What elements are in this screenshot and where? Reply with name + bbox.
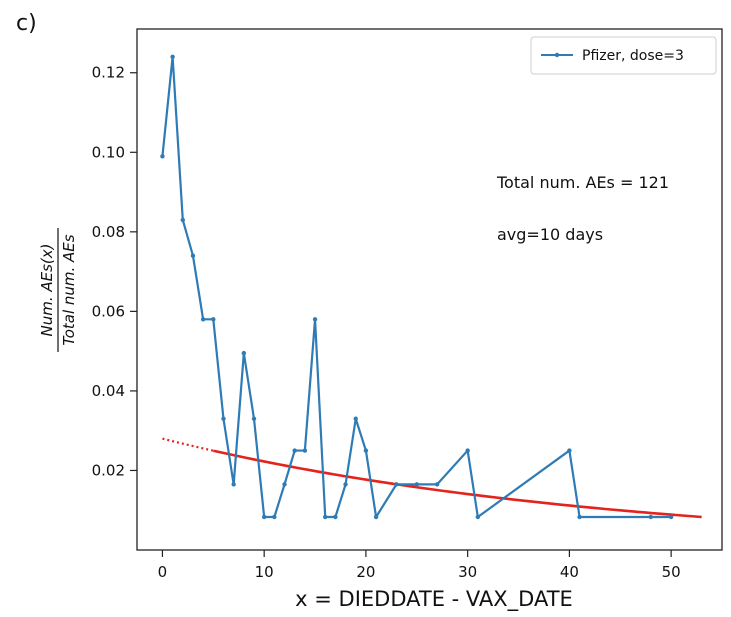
x-axis: 0 10 20 30 40 50 [158,550,681,581]
legend-entry-pfizer-dose-3: Pfizer, dose=3 [582,48,684,64]
data-point [170,54,175,60]
data-point [302,448,308,453]
y-tick-label: 0.04 [92,382,125,400]
data-point [323,514,328,520]
annotation-total-aes: Total num. AEs = 121 [496,173,669,192]
data-point [343,482,348,487]
fit-curve-extrapolated [162,437,214,452]
data-point [211,317,216,322]
data-point [475,514,481,520]
data-point [577,514,582,520]
data-point [648,514,653,520]
data-point [272,514,277,520]
series-group [160,54,674,520]
legend: Pfizer, dose=3 [530,36,717,75]
x-tick-label: 40 [560,563,579,581]
y-tick-label: 0.12 [92,64,125,82]
data-point [373,514,379,520]
data-point [353,416,358,421]
data-point [363,448,369,453]
x-tick-label: 50 [662,563,681,581]
data-point [261,514,267,520]
data-point [292,448,297,453]
x-axis-label: x = DIEDDATE - VAX_DATE [295,587,573,612]
y-tick-label: 0.10 [92,143,125,161]
y-tick-label: 0.08 [92,223,125,241]
data-point [241,350,247,356]
y-axis-label: Num. AEs(x) Total num. AEs [38,228,78,352]
data-point [394,482,399,487]
data-point [668,514,674,520]
data-point [312,317,318,322]
legend-box [530,36,717,75]
plot-frame [136,28,723,551]
fit-curve-group [162,437,702,519]
data-point [200,317,206,322]
x-tick-label: 20 [356,563,375,581]
data-point [190,253,196,258]
data-point [231,482,236,487]
x-tick-label: 30 [458,563,477,581]
legend-point-marker [554,52,560,58]
y-tick-label: 0.06 [92,302,125,320]
data-point [282,482,287,487]
data-point [251,416,257,421]
y-axis-label-denominator: Total num. AEs [60,234,78,345]
fit-curve [213,449,702,519]
data-point [221,416,226,421]
x-tick-label: 10 [255,563,274,581]
data-point [434,482,440,487]
annotations: Total num. AEs = 121 avg=10 days [496,173,669,244]
data-point [160,154,165,159]
panel-label: c) [16,11,37,36]
y-tick-label: 0.02 [92,461,125,479]
series-line [161,55,672,519]
annotation-avg-days: avg=10 days [497,225,603,244]
data-point [180,217,185,223]
y-axis-label-numerator: Num. AEs(x) [38,243,56,336]
data-point [465,448,470,453]
data-point [567,448,572,453]
data-point [333,514,338,520]
x-tick-label: 0 [158,563,168,581]
data-point [414,482,419,487]
y-axis: 0.02 0.04 0.06 0.08 0.10 0.12 [92,64,137,479]
